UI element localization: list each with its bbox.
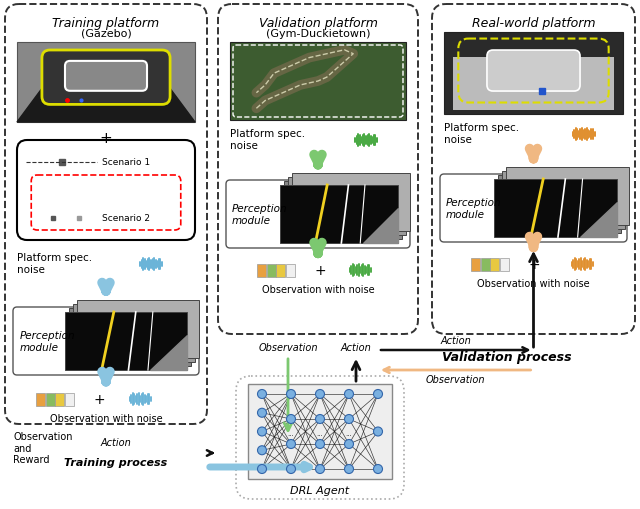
FancyBboxPatch shape: [17, 140, 195, 241]
Text: Action: Action: [440, 335, 471, 345]
Bar: [55, 393, 64, 406]
Circle shape: [257, 408, 266, 417]
Circle shape: [316, 390, 324, 399]
Text: Training platform: Training platform: [52, 17, 159, 30]
Text: Action: Action: [100, 437, 131, 447]
Circle shape: [287, 390, 296, 399]
Bar: [36, 393, 45, 406]
Bar: [490, 258, 499, 271]
Circle shape: [374, 427, 383, 436]
Bar: [481, 258, 490, 271]
Text: Validation platform: Validation platform: [259, 17, 378, 30]
Text: (Gazebo): (Gazebo): [81, 29, 131, 39]
Circle shape: [257, 390, 266, 399]
Text: Observation: Observation: [259, 343, 317, 352]
Circle shape: [344, 440, 353, 448]
Bar: [230, 43, 406, 121]
FancyBboxPatch shape: [42, 51, 170, 105]
Text: Platform spec.
noise: Platform spec. noise: [230, 129, 305, 150]
Circle shape: [344, 415, 353, 423]
Text: DRL Agent: DRL Agent: [291, 485, 349, 495]
Bar: [471, 258, 480, 271]
Bar: [506, 167, 629, 225]
Text: Observation with noise: Observation with noise: [50, 413, 163, 423]
Text: Observation: Observation: [426, 374, 486, 384]
Bar: [276, 264, 285, 277]
FancyBboxPatch shape: [65, 62, 147, 92]
Circle shape: [316, 415, 324, 423]
Text: Scenario 1: Scenario 1: [102, 158, 150, 167]
Bar: [248, 384, 392, 479]
Bar: [69, 308, 191, 366]
Text: Perception
module: Perception module: [232, 204, 287, 225]
Text: Observation with noise: Observation with noise: [477, 278, 590, 289]
Text: Observation
and
Reward: Observation and Reward: [13, 431, 72, 464]
Text: +: +: [100, 131, 113, 146]
Bar: [284, 182, 402, 240]
Bar: [257, 264, 266, 277]
Text: ...: ...: [287, 431, 294, 437]
Text: Training process: Training process: [65, 457, 168, 467]
FancyBboxPatch shape: [440, 175, 627, 242]
Circle shape: [344, 390, 353, 399]
Circle shape: [257, 465, 266, 473]
Circle shape: [374, 390, 383, 399]
Polygon shape: [580, 203, 617, 238]
Polygon shape: [17, 87, 195, 123]
Circle shape: [344, 465, 353, 473]
Bar: [453, 58, 614, 110]
Circle shape: [374, 465, 383, 473]
Circle shape: [287, 415, 296, 423]
Bar: [285, 264, 294, 277]
Bar: [280, 186, 398, 243]
FancyBboxPatch shape: [487, 51, 580, 92]
Circle shape: [316, 440, 324, 448]
Text: Platform spec.
noise: Platform spec. noise: [444, 123, 519, 145]
Bar: [77, 300, 199, 358]
Bar: [288, 178, 406, 236]
Bar: [65, 393, 74, 406]
Text: Perception
module: Perception module: [446, 198, 502, 219]
Text: ...: ...: [317, 431, 323, 437]
Polygon shape: [363, 209, 398, 243]
FancyBboxPatch shape: [13, 307, 199, 375]
Text: +: +: [93, 392, 105, 406]
Circle shape: [316, 465, 324, 473]
Text: Validation process: Validation process: [442, 350, 572, 363]
Text: Real-world platform: Real-world platform: [472, 17, 595, 30]
Bar: [17, 43, 195, 123]
Bar: [73, 304, 195, 362]
Text: Perception
module: Perception module: [20, 330, 76, 352]
Bar: [444, 33, 623, 115]
Bar: [494, 180, 617, 238]
Circle shape: [257, 446, 266, 455]
FancyBboxPatch shape: [226, 181, 410, 248]
Circle shape: [257, 427, 266, 436]
Circle shape: [287, 465, 296, 473]
Bar: [502, 172, 625, 230]
Text: +: +: [314, 264, 326, 277]
Bar: [266, 264, 276, 277]
Bar: [499, 258, 509, 271]
Text: Action: Action: [340, 343, 371, 352]
Bar: [292, 174, 410, 232]
Text: Observation with noise: Observation with noise: [262, 285, 374, 294]
Bar: [65, 313, 187, 370]
Circle shape: [287, 440, 296, 448]
Bar: [498, 176, 621, 234]
Text: (Gym-Duckietown): (Gym-Duckietown): [266, 29, 371, 39]
Text: ...: ...: [346, 431, 353, 437]
Polygon shape: [150, 335, 187, 370]
Text: Platform spec.
noise: Platform spec. noise: [17, 252, 92, 274]
Bar: [45, 393, 54, 406]
Text: +: +: [528, 258, 540, 271]
Text: Scenario 2: Scenario 2: [102, 214, 150, 223]
